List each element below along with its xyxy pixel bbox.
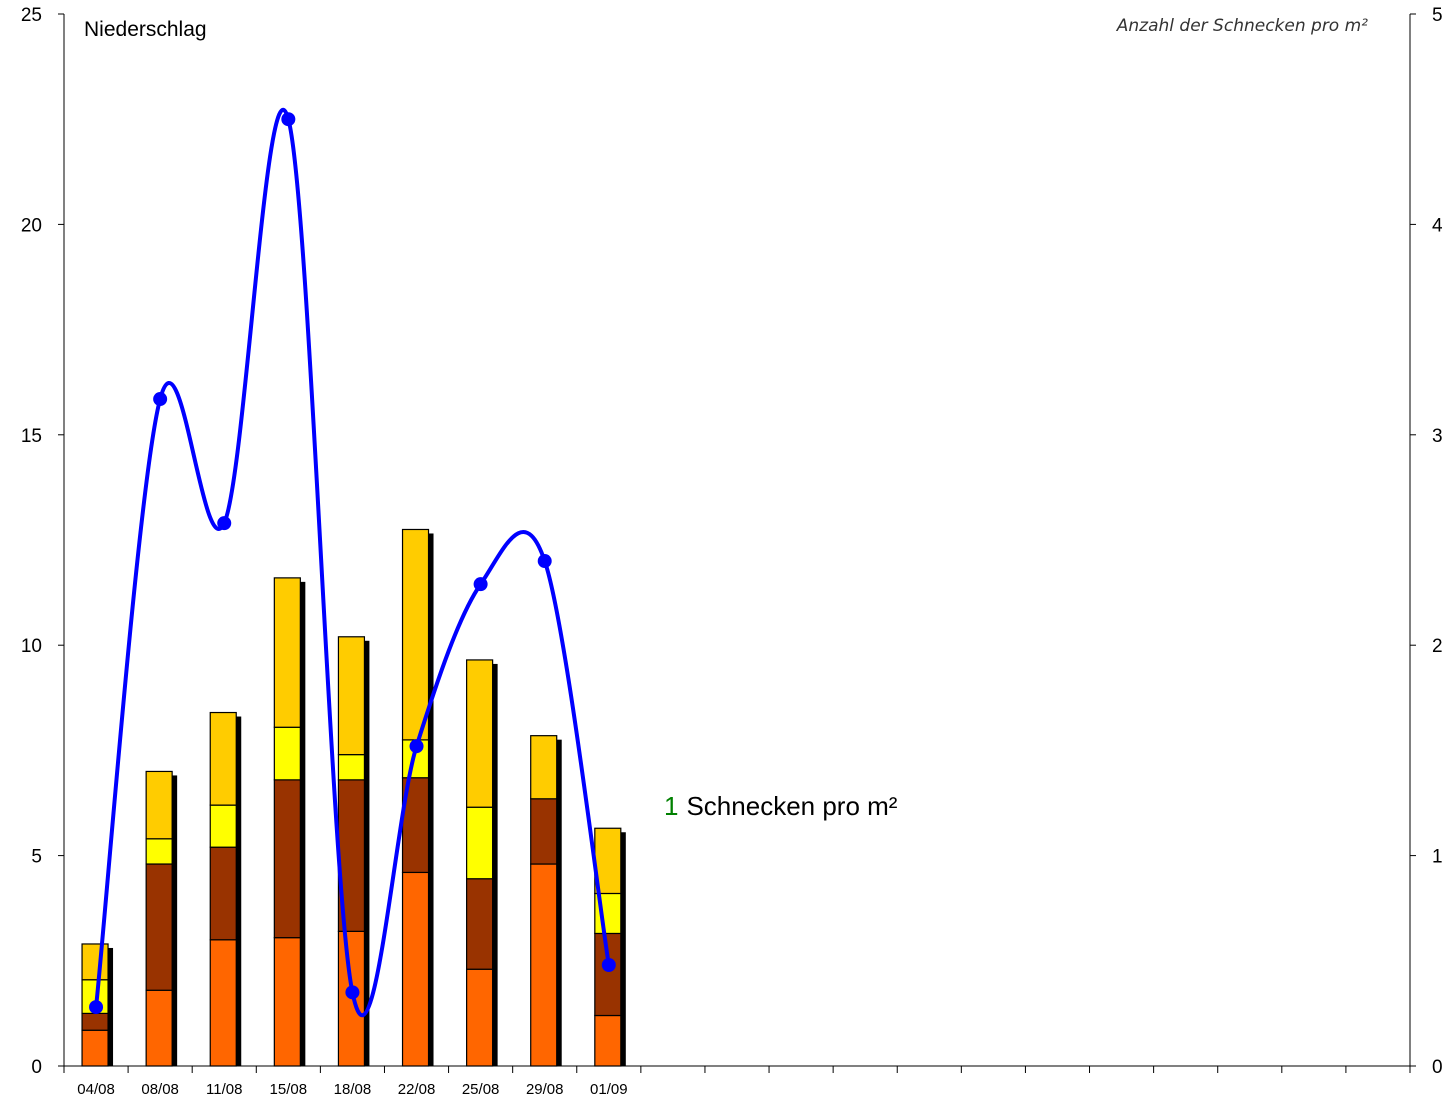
line-point [409,739,424,754]
left-tick-label: 20 [21,215,42,236]
bar-segment [466,806,494,880]
right-tick-label: 3 [1432,426,1443,447]
bar-segment [273,577,301,728]
bar-segment [145,989,173,1067]
right-tick-label: 0 [1432,1057,1443,1078]
x-tick-label: 04/08 [77,1081,115,1098]
labels: Niederschlag Anzahl der Schnecken pro m²… [84,16,1368,821]
line-layer [89,107,616,1018]
bar-segment [209,846,237,941]
bar-segment [209,804,237,848]
bar-segment [594,1014,622,1067]
bar-segment [530,798,558,865]
x-tick-label: 29/08 [526,1081,564,1098]
bars [81,528,626,1067]
bar-segment [466,659,494,808]
bar-segment [337,754,366,781]
line-point [281,112,296,127]
annotation: 1 Schnecken pro m² [664,791,898,821]
left-tick-label: 0 [31,1057,42,1078]
right-tick-label: 2 [1432,636,1443,657]
bar-segment [530,863,558,1067]
right-tick-label: 1 [1432,847,1443,868]
bar-segment [145,863,173,991]
annotation-text: Schnecken pro m² [686,791,897,821]
x-tick-label: 15/08 [270,1081,308,1098]
bar-segment [81,1012,109,1031]
bar-segment [401,528,430,741]
left-axis-title: Niederschlag [84,18,207,41]
line-point [537,554,552,569]
bar-segment [530,735,558,800]
bar-segment [337,636,366,756]
x-tick-label: 01/09 [590,1081,628,1098]
bar-segment [466,968,494,1067]
annotation-number: 1 [664,791,678,821]
bar-segment [594,932,622,1017]
left-tick-label: 10 [21,636,42,657]
line-point [89,1000,104,1015]
right-tick-label: 4 [1432,215,1443,236]
bar-segment [273,726,301,781]
bar-segment [401,871,430,1067]
left-tick-label: 25 [21,5,42,26]
left-tick-label: 5 [31,847,42,868]
left-tick-label: 15 [21,426,42,447]
right-axis-title: Anzahl der Schnecken pro m² [1116,16,1368,36]
bar-segment [145,770,173,840]
line-point [601,958,616,973]
bar-segment [209,939,237,1067]
bar-segment [273,937,301,1067]
x-tick-label: 18/08 [334,1081,372,1098]
bar-segment [81,943,109,981]
right-tick-label: 5 [1432,5,1443,26]
bar-segment [81,1029,109,1067]
bar-segment [273,779,301,939]
x-tick-label: 11/08 [206,1081,242,1098]
line-point [153,392,168,407]
x-tick-label: 25/08 [462,1081,500,1098]
bar-segment [209,711,237,806]
line-point [473,577,488,592]
line-point [217,516,232,531]
bar-segment [466,878,494,970]
x-tick-label: 08/08 [141,1081,179,1098]
line-point [345,985,360,1000]
x-tick-label: 22/08 [398,1081,436,1098]
bar-segment [145,838,173,865]
snail-line [94,107,611,1018]
